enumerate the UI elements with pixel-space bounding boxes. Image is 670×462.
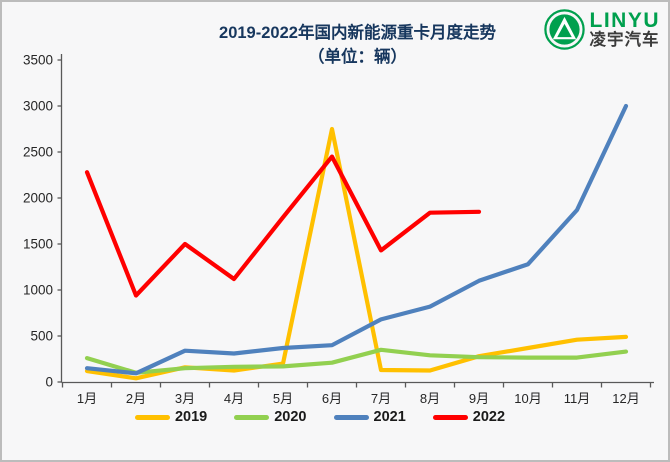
legend-label-2020: 2020 [274, 409, 307, 425]
x-tick-label: 12月 [612, 391, 639, 406]
linyu-emblem-icon [543, 9, 585, 50]
series-line-2020 [84, 347, 629, 375]
x-tick-label: 4月 [224, 391, 244, 406]
y-tick-label: 500 [30, 329, 53, 344]
legend-swatch-2019 [134, 414, 170, 420]
chart-title-line1: 2019-2022年国内新能源重卡月度走势 [219, 24, 496, 42]
x-tick-label: 7月 [371, 391, 391, 406]
legend-label-2019: 2019 [174, 409, 208, 425]
chart-legend: 2019 2020 2021 2022 [2, 409, 638, 425]
x-tick-label: 9月 [469, 391, 489, 406]
chart-title-line2: （单位：辆） [308, 47, 407, 66]
legend-swatch-2022 [432, 414, 468, 420]
legend-item-2022: 2022 [432, 409, 506, 425]
x-tick-label: 1月 [77, 391, 97, 406]
x-tick-label: 2月 [126, 391, 146, 406]
legend-item-2021: 2021 [333, 409, 406, 425]
y-tick-label: 2500 [23, 145, 53, 160]
x-tick-label: 8月 [420, 391, 440, 406]
brand-name-latin: LINYU [589, 8, 660, 32]
linyu-logo: LINYU 凌宇汽车 [543, 8, 661, 50]
y-tick-label: 2000 [23, 191, 53, 206]
series-line-2019 [84, 126, 629, 381]
x-tick-label: 11月 [564, 391, 591, 406]
x-tick-label: 3月 [175, 391, 195, 406]
x-tick-label: 6月 [322, 391, 342, 406]
legend-swatch-2020 [234, 414, 270, 420]
y-tick-label: 0 [45, 375, 53, 390]
linyu-brand-text: LINYU 凌宇汽车 [589, 8, 661, 49]
legend-label-2021: 2021 [373, 409, 406, 425]
series-line-2022 [84, 154, 482, 298]
x-tick-label: 5月 [273, 391, 293, 406]
legend-item-2019: 2019 [134, 409, 208, 425]
series-line-2021 [84, 103, 629, 376]
y-tick-label: 1000 [23, 283, 53, 298]
x-tick-label: 10月 [514, 391, 541, 406]
legend-swatch-2021 [333, 414, 369, 420]
brand-name-cn: 凌宇汽车 [589, 30, 660, 49]
y-tick-label: 1500 [23, 237, 53, 252]
chart-title: 2019-2022年国内新能源重卡月度走势 （单位：辆） [57, 22, 658, 70]
legend-label-2022: 2022 [472, 409, 506, 425]
y-tick-label: 3000 [23, 99, 53, 114]
legend-item-2020: 2020 [234, 409, 307, 425]
y-tick-label: 3500 [23, 53, 53, 68]
